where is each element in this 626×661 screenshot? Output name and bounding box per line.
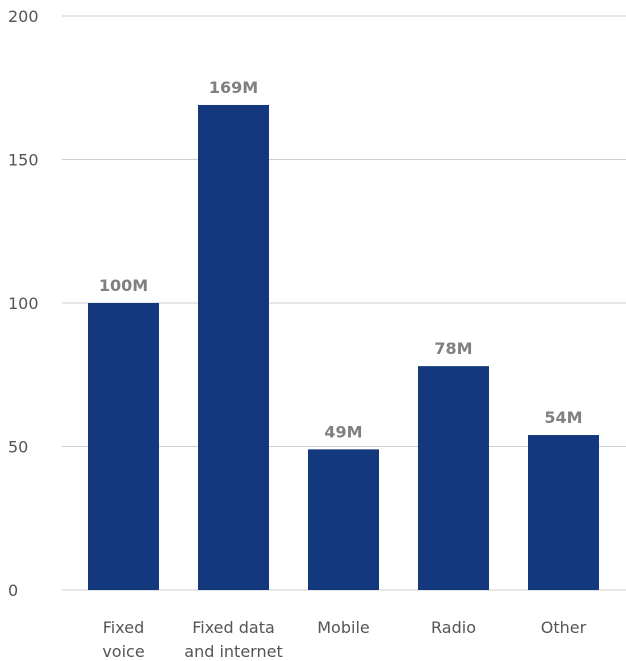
category-label-line: Other: [541, 618, 587, 637]
y-tick-label: 0: [8, 581, 18, 600]
x-axis-categories: Fixed voice Fixed data and internet Mobile Ra…: [102, 618, 586, 661]
y-axis-ticks: 0 50 100 150 200: [8, 7, 39, 600]
y-tick-label: 200: [8, 7, 39, 26]
category-label: Radio: [431, 618, 476, 637]
data-label: 78M: [434, 339, 472, 358]
category-label-line: voice: [102, 642, 144, 661]
category-label: Fixed data and internet: [184, 618, 282, 661]
category-label-line: Radio: [431, 618, 476, 637]
category-label-line: and internet: [184, 642, 282, 661]
bar: [308, 449, 379, 590]
bar: [198, 104, 269, 590]
bar: [88, 303, 159, 590]
data-label: 54M: [544, 408, 582, 427]
data-label: 100M: [99, 276, 148, 295]
category-label: Mobile: [317, 618, 369, 637]
category-label: Fixed voice: [102, 618, 144, 661]
y-tick-label: 150: [8, 151, 39, 170]
bars: [88, 104, 599, 590]
category-label-line: Fixed: [103, 618, 144, 637]
category-label-line: Mobile: [317, 618, 369, 637]
bar: [418, 366, 489, 590]
y-tick-label: 50: [8, 438, 28, 457]
data-label: 169M: [209, 78, 258, 97]
y-tick-label: 100: [8, 294, 39, 313]
category-label: Other: [541, 618, 587, 637]
data-labels: 100M 169M 49M 78M 54M: [99, 78, 583, 441]
data-label: 49M: [324, 422, 362, 441]
category-label-line: Fixed data: [192, 618, 275, 637]
bar: [528, 435, 599, 590]
